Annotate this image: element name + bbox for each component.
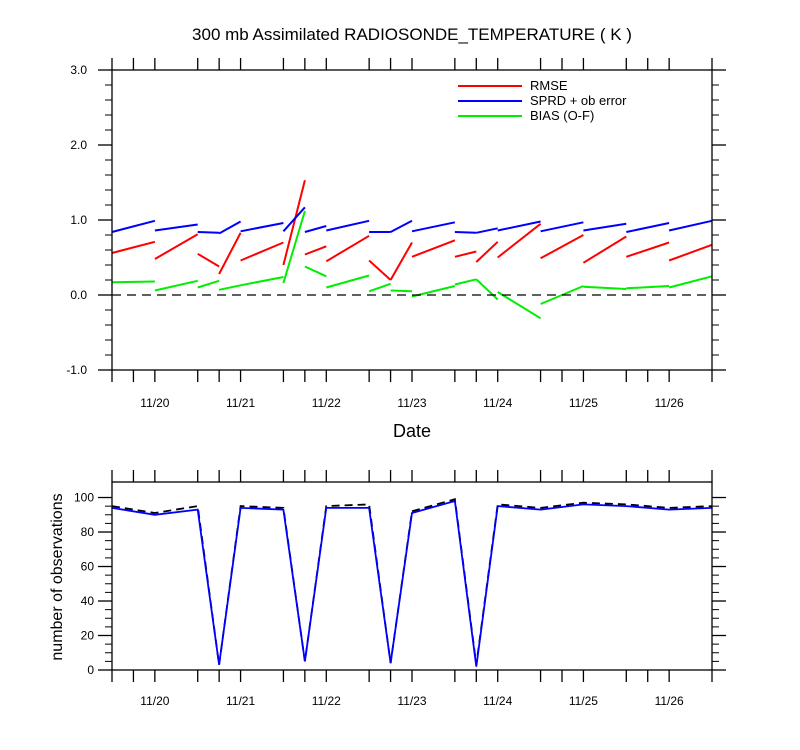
bottom-axis-ticks: 11/20 11/21 11/22 11/23 11/24 11/25 11/26 0 20 40… — [74, 470, 726, 708]
series-rmse-segment — [218, 232, 242, 275]
series-rmse-segment — [582, 235, 627, 264]
top-x-tick-label: 11/25 — [569, 396, 598, 410]
legend-label-rmse: RMSE — [530, 78, 568, 93]
series-rmse-segment — [540, 234, 584, 260]
series-bias-o-f-segment — [240, 276, 284, 287]
series-sprd-ob-error-segment — [668, 219, 713, 232]
series-sprd-ob-error-segment — [282, 206, 306, 232]
series-bias-o-f-segment — [282, 210, 306, 284]
series-sprd-ob-error-segment — [454, 231, 477, 234]
series-assimilated-line — [111, 499, 713, 667]
series-bias-o-f-segment — [218, 284, 241, 291]
series-rmse-segment — [497, 223, 542, 259]
series-bias-o-f-segment — [304, 265, 327, 278]
bot-x-tick-label: 11/20 — [140, 694, 169, 708]
series-sprd-ob-error-segment — [304, 225, 327, 233]
top-x-tick-label: 11/21 — [226, 396, 255, 410]
bot-y-tick-label: 60 — [81, 560, 95, 574]
series-rmse-segment — [454, 250, 477, 258]
series-bias-o-f-segment — [390, 289, 413, 293]
series-rmse-segment — [325, 234, 370, 263]
series-rmse-segment — [304, 245, 327, 256]
series-rmse-segment — [197, 252, 220, 268]
top-series-group — [111, 179, 713, 320]
bot-x-tick-label: 11/26 — [655, 694, 684, 708]
top-x-tick-label: 11/24 — [483, 396, 512, 410]
bot-x-tick-label: 11/23 — [397, 694, 426, 708]
series-rmse-segment — [368, 259, 392, 281]
series-bias-o-f-segment — [497, 291, 542, 320]
bot-y-tick-label: 100 — [74, 491, 94, 505]
legend-label-sprd-ob-error: SPRD + ob error — [530, 93, 627, 108]
series-bias-o-f-segment — [326, 274, 370, 289]
top-y-tick-label: 1.0 — [70, 213, 87, 227]
series-sprd-ob-error-segment — [540, 221, 584, 233]
bot-y-tick-label: 40 — [81, 594, 95, 608]
top-x-tick-label: 11/20 — [140, 396, 169, 410]
legend-label-bias-o-f: BIAS (O-F) — [530, 108, 594, 123]
series-bias-o-f-segment — [111, 280, 155, 284]
bot-x-tick-label: 11/25 — [569, 694, 598, 708]
series-rmse-segment — [282, 179, 306, 266]
series-rmse-segment — [625, 241, 670, 258]
bot-y-tick-label: 20 — [81, 629, 95, 643]
series-possible-line — [111, 498, 713, 665]
series-bias-o-f-segment — [368, 282, 391, 293]
top-x-tick-label: 11/22 — [312, 396, 341, 410]
series-sprd-ob-error-segment — [626, 222, 670, 233]
x-axis-label: Date — [393, 421, 431, 441]
bot-x-tick-label: 11/21 — [226, 694, 255, 708]
series-rmse-segment — [389, 242, 413, 281]
bottom-series-group — [111, 498, 713, 667]
series-rmse-segment — [668, 243, 713, 262]
series-rmse-segment — [111, 240, 156, 254]
series-rmse-segment — [154, 233, 199, 260]
series-rmse-segment — [411, 239, 456, 258]
series-sprd-ob-error-segment — [326, 219, 370, 232]
bottom-plot-frame — [111, 481, 713, 671]
bot-x-tick-label: 11/24 — [483, 694, 512, 708]
y-axis-label-observations: number of observations — [49, 493, 66, 660]
top-y-tick-label: 0.0 — [70, 288, 87, 302]
top-x-tick-label: 11/26 — [655, 396, 684, 410]
top-plot-frame — [111, 69, 713, 371]
chart-title: 300 mb Assimilated RADIOSONDE_TEMPERATUR… — [192, 25, 632, 44]
top-x-tick-label: 11/23 — [397, 396, 426, 410]
series-sprd-ob-error-segment — [476, 227, 498, 234]
bot-y-tick-label: 0 — [87, 663, 94, 677]
bot-x-tick-label: 11/22 — [312, 694, 341, 708]
series-sprd-ob-error-segment — [497, 220, 541, 232]
series-bias-o-f-segment — [626, 285, 670, 290]
series-bias-o-f-segment — [583, 285, 627, 290]
series-sprd-ob-error-segment — [240, 222, 284, 233]
top-y-tick-label: 3.0 — [70, 63, 87, 77]
series-sprd-ob-error-segment — [218, 220, 242, 235]
top-y-tick-label: 2.0 — [70, 138, 87, 152]
top-axis-ticks: 11/20 11/21 11/22 11/23 11/24 11/25 11/26 -1.0 0… — [66, 58, 726, 410]
top-y-tick-label: -1.0 — [66, 363, 87, 377]
series-bias-o-f-segment — [154, 279, 198, 292]
series-bias-o-f-segment — [197, 279, 220, 289]
series-bias-o-f-segment — [668, 275, 713, 289]
series-sprd-ob-error-segment — [390, 219, 413, 233]
series-bias-o-f-segment — [454, 278, 477, 286]
series-sprd-ob-error-segment — [583, 222, 627, 232]
series-rmse-segment — [240, 241, 284, 262]
series-rmse-segment — [475, 241, 499, 263]
series-sprd-ob-error-segment — [111, 219, 156, 233]
series-sprd-ob-error-segment — [197, 231, 220, 234]
bot-y-tick-label: 80 — [81, 525, 95, 539]
series-sprd-ob-error-segment — [411, 221, 456, 233]
series-bias-o-f-segment — [475, 278, 499, 301]
series-sprd-ob-error-segment — [154, 223, 198, 232]
